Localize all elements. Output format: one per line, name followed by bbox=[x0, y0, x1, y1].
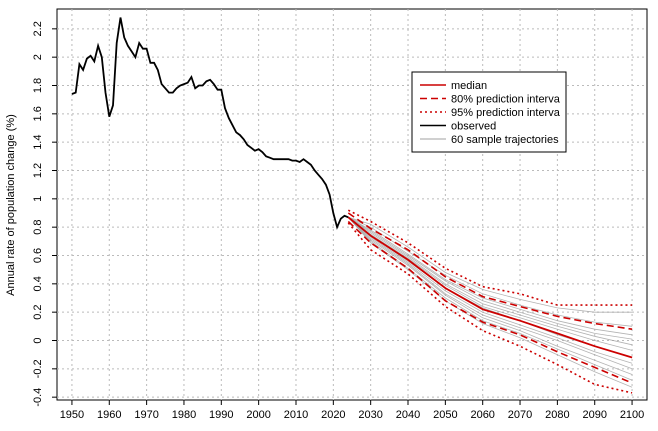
y-tick-label: 1 bbox=[32, 196, 44, 202]
x-tick-label: 2060 bbox=[470, 409, 494, 421]
trajectory-line bbox=[348, 216, 633, 336]
y-tick-label: 2 bbox=[32, 54, 44, 60]
x-tick-label: 2090 bbox=[582, 409, 606, 421]
trajectory-line bbox=[348, 216, 633, 327]
interval-lower-line bbox=[347, 220, 633, 384]
x-tick-label: 1980 bbox=[172, 409, 196, 421]
interval-upper-line bbox=[347, 212, 633, 330]
x-tick-label: 2080 bbox=[545, 409, 569, 421]
x-tick-label: 2040 bbox=[396, 409, 420, 421]
observed-line bbox=[71, 17, 349, 230]
x-tick-label: 2100 bbox=[620, 409, 644, 421]
y-tick-label: 2.2 bbox=[32, 21, 44, 36]
interval-upper-line bbox=[347, 209, 633, 306]
y-tick-label: -0.2 bbox=[32, 359, 44, 378]
x-tick-label: 1970 bbox=[134, 409, 158, 421]
x-tick-label: 1990 bbox=[209, 409, 233, 421]
legend-label: observed bbox=[451, 121, 496, 133]
legend-label: 60 sample trajectories bbox=[451, 134, 559, 146]
y-tick-label: 1.8 bbox=[32, 78, 44, 93]
legend-label: 80% prediction interva bbox=[451, 94, 561, 106]
trajectory-line bbox=[348, 217, 633, 375]
x-tick-label: 2000 bbox=[246, 409, 270, 421]
y-tick-label: 1.2 bbox=[32, 163, 44, 178]
plot-area bbox=[56, 8, 648, 401]
prediction-intervals bbox=[347, 209, 633, 394]
y-tick-label: 1.4 bbox=[32, 135, 44, 150]
x-tick-label: 2070 bbox=[508, 409, 532, 421]
x-tick-label: 1950 bbox=[60, 409, 84, 421]
y-tick-label: 0 bbox=[32, 337, 44, 343]
y-tick-label: 0.6 bbox=[32, 248, 44, 263]
x-tick-label: 2030 bbox=[358, 409, 382, 421]
main-lines bbox=[71, 17, 633, 359]
y-tick-label: -0.4 bbox=[32, 388, 44, 407]
x-tick-label: 1960 bbox=[97, 409, 121, 421]
trajectory-line bbox=[348, 217, 633, 370]
trajectory-line bbox=[348, 217, 633, 381]
y-axis-title: Annual rate of population change (%) bbox=[5, 114, 17, 296]
legend-label: median bbox=[451, 80, 487, 92]
trajectory-line bbox=[348, 216, 633, 313]
x-tick-label: 2050 bbox=[433, 409, 457, 421]
trajectory-line bbox=[348, 216, 633, 346]
trajectory-line bbox=[348, 216, 633, 351]
y-tick-label: 1.6 bbox=[32, 106, 44, 121]
median-line bbox=[347, 216, 633, 359]
y-tick-label: 0.2 bbox=[32, 305, 44, 320]
trajectory-line bbox=[348, 217, 633, 364]
y-tick-label: 0.8 bbox=[32, 220, 44, 235]
legend-label: 95% prediction interva bbox=[451, 107, 561, 119]
trajectory-line bbox=[348, 216, 633, 340]
y-tick-label: 0.4 bbox=[32, 276, 44, 291]
x-tick-label: 2020 bbox=[321, 409, 345, 421]
x-tick-label: 2010 bbox=[284, 409, 308, 421]
axis-ticks: 1950 1960 1970 1980 1990 2000 2010 2020 2030 2040… bbox=[32, 21, 644, 421]
